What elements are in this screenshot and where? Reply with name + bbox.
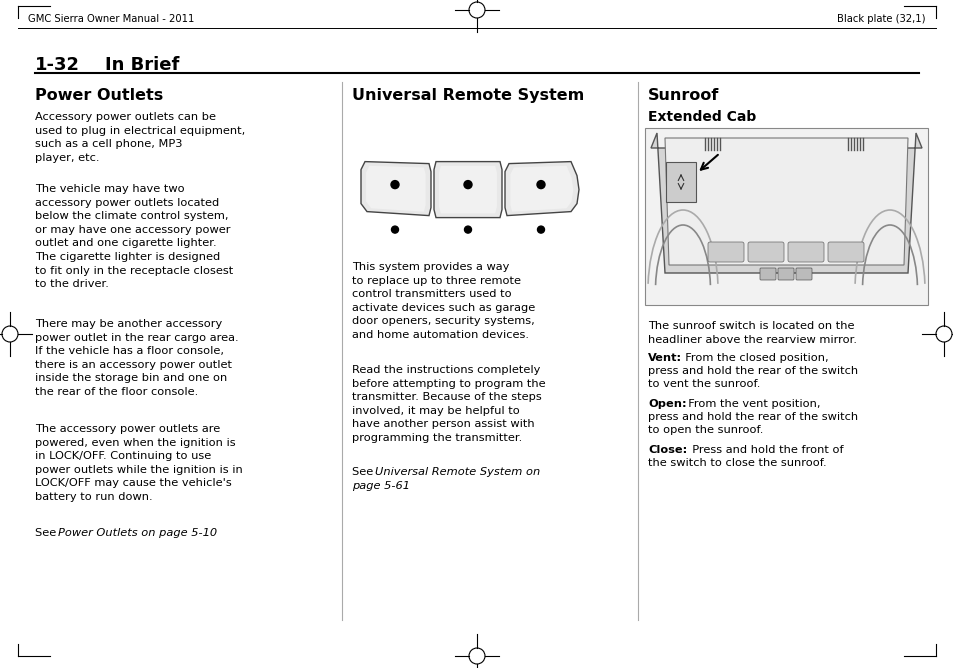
FancyBboxPatch shape	[778, 268, 793, 280]
Text: Accessory power outlets can be
used to plug in electrical equipment,
such as a c: Accessory power outlets can be used to p…	[35, 112, 245, 163]
FancyBboxPatch shape	[707, 242, 743, 262]
FancyBboxPatch shape	[795, 268, 811, 280]
Polygon shape	[366, 166, 425, 212]
Text: Close:: Close:	[647, 445, 686, 455]
Text: Black plate (32,1): Black plate (32,1)	[837, 14, 925, 24]
Text: See: See	[352, 467, 376, 477]
Text: .: .	[206, 528, 210, 538]
Text: This system provides a way
to replace up to three remote
control transmitters us: This system provides a way to replace up…	[352, 262, 535, 340]
Text: .: .	[403, 481, 407, 491]
Text: From the vent position,: From the vent position,	[680, 399, 820, 409]
Text: There may be another accessory
power outlet in the rear cargo area.
If the vehic: There may be another accessory power out…	[35, 319, 238, 397]
FancyBboxPatch shape	[665, 162, 696, 202]
Text: From the closed position,: From the closed position,	[678, 353, 828, 363]
Circle shape	[537, 226, 544, 233]
Polygon shape	[510, 166, 573, 212]
Text: press and hold the rear of the switch: press and hold the rear of the switch	[647, 366, 858, 376]
Polygon shape	[434, 162, 501, 218]
Text: The accessory power outlets are
powered, even when the ignition is
in LOCK/OFF. : The accessory power outlets are powered,…	[35, 424, 242, 502]
Circle shape	[463, 180, 472, 188]
Text: See: See	[35, 528, 60, 538]
Text: Extended Cab: Extended Cab	[647, 110, 756, 124]
Polygon shape	[504, 162, 578, 216]
Polygon shape	[438, 166, 497, 213]
Text: Universal Remote System: Universal Remote System	[352, 88, 583, 103]
Polygon shape	[360, 162, 431, 216]
Text: the switch to close the sunroof.: the switch to close the sunroof.	[647, 458, 825, 468]
FancyBboxPatch shape	[827, 242, 863, 262]
Circle shape	[391, 180, 398, 188]
Text: press and hold the rear of the switch: press and hold the rear of the switch	[647, 412, 858, 422]
Text: Power Outlets on page 5-10: Power Outlets on page 5-10	[58, 528, 217, 538]
Text: The vehicle may have two
accessory power outlets located
below the climate contr: The vehicle may have two accessory power…	[35, 184, 233, 289]
Circle shape	[537, 180, 544, 188]
Text: GMC Sierra Owner Manual - 2011: GMC Sierra Owner Manual - 2011	[28, 14, 194, 24]
Polygon shape	[664, 138, 907, 265]
FancyBboxPatch shape	[747, 242, 783, 262]
Text: Universal Remote System on: Universal Remote System on	[375, 467, 539, 477]
Text: 1-32: 1-32	[35, 56, 80, 74]
Circle shape	[464, 226, 471, 233]
Text: page 5-61: page 5-61	[352, 481, 410, 491]
Text: Press and hold the front of: Press and hold the front of	[684, 445, 842, 455]
FancyBboxPatch shape	[787, 242, 823, 262]
Text: to vent the sunroof.: to vent the sunroof.	[647, 379, 760, 389]
Text: to open the sunroof.: to open the sunroof.	[647, 425, 762, 435]
Text: In Brief: In Brief	[105, 56, 179, 74]
Circle shape	[391, 226, 398, 233]
FancyBboxPatch shape	[760, 268, 775, 280]
Text: Power Outlets: Power Outlets	[35, 88, 163, 103]
Polygon shape	[650, 133, 921, 273]
Text: The sunroof switch is located on the
headliner above the rearview mirror.: The sunroof switch is located on the hea…	[647, 321, 856, 345]
Text: Read the instructions completely
before attempting to program the
transmitter. B: Read the instructions completely before …	[352, 365, 545, 443]
Text: Vent:: Vent:	[647, 353, 681, 363]
Text: Open:: Open:	[647, 399, 686, 409]
Text: Sunroof: Sunroof	[647, 88, 719, 103]
FancyBboxPatch shape	[644, 128, 927, 305]
